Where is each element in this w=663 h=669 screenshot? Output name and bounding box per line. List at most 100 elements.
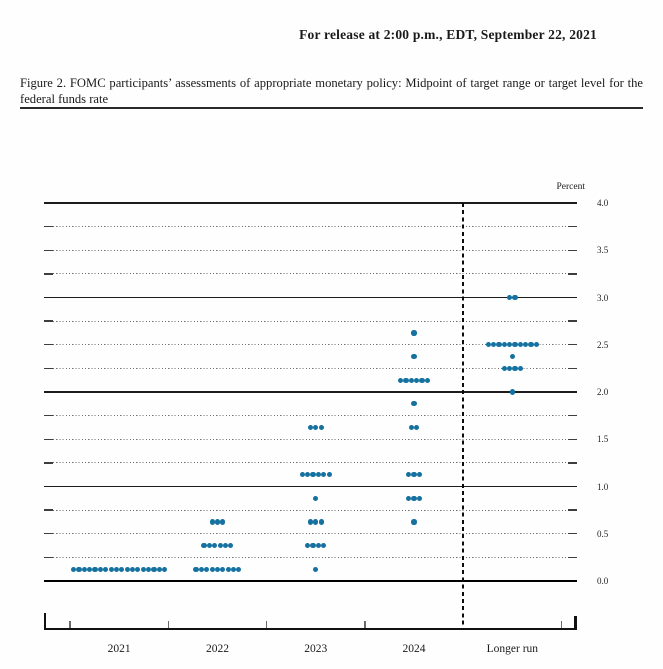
projection-dot	[411, 472, 417, 478]
gridline-solid	[44, 391, 577, 393]
projection-dot	[398, 377, 404, 383]
projection-dot	[193, 566, 199, 572]
gridline-left-cap	[44, 320, 53, 322]
x-axis-tick	[364, 621, 366, 628]
projection-dot	[228, 542, 234, 549]
y-tick-label: 0.0	[597, 576, 609, 586]
projection-dot	[222, 542, 229, 549]
gridline-left-cap	[44, 414, 53, 417]
projection-dot	[517, 342, 523, 348]
projection-dot	[512, 294, 518, 301]
x-axis-category-label: 2022	[205, 643, 229, 655]
projection-dot	[313, 566, 319, 572]
x-axis-category-label: 2023	[304, 643, 328, 655]
y-tick-label: 2.0	[597, 387, 609, 397]
projection-dot	[156, 566, 162, 572]
projection-dot	[491, 342, 497, 348]
projection-dot	[225, 566, 231, 572]
figure-caption: Figure 2. FOMC participants’ assessments…	[20, 76, 643, 106]
projection-dot	[214, 519, 221, 525]
projection-dot	[92, 566, 98, 572]
projection-dot	[140, 566, 146, 572]
y-tick-label: 0.5	[597, 528, 609, 539]
gridline-solid	[44, 202, 577, 204]
projection-dot	[403, 377, 409, 383]
gridline-dotted	[53, 462, 568, 464]
y-axis-unit-label: Percent	[556, 182, 586, 192]
projection-dot	[408, 424, 414, 431]
x-axis-line	[44, 628, 577, 630]
gridline-left-cap	[44, 533, 53, 535]
projection-dot	[71, 566, 77, 572]
gridline-right-cap	[568, 556, 577, 559]
projection-dot	[321, 472, 327, 478]
gridline-right-cap	[568, 273, 577, 275]
projection-dot	[501, 342, 507, 348]
projection-dot	[135, 566, 141, 572]
projection-dot	[424, 377, 430, 383]
gridline-dotted	[53, 556, 568, 558]
projection-dot	[220, 519, 226, 525]
projection-dot	[214, 566, 221, 572]
gridline-right-cap	[568, 414, 577, 417]
projection-dot	[315, 542, 321, 549]
gridline-left-cap	[44, 344, 53, 346]
projection-dot	[220, 566, 226, 572]
projection-dot	[411, 353, 417, 360]
projection-dot	[124, 566, 130, 572]
y-tick-label: 3.5	[597, 245, 609, 256]
projection-dot	[528, 342, 534, 348]
x-axis-category-label: Longer run	[486, 643, 539, 655]
projection-dot	[206, 542, 212, 549]
projection-dot	[204, 566, 210, 572]
projection-dot	[496, 342, 502, 348]
y-tick-label: 3.0	[597, 292, 609, 303]
projection-dot	[87, 566, 93, 572]
projection-dot	[305, 472, 311, 478]
projection-dot	[230, 566, 237, 572]
projection-dot	[209, 519, 215, 525]
projection-dot	[509, 353, 515, 360]
gridline-dotted	[53, 415, 568, 417]
gridline-solid	[44, 580, 577, 583]
projection-dot	[517, 365, 523, 371]
projection-dot	[512, 342, 518, 348]
x-axis-tick	[167, 621, 170, 628]
x-axis-category-label: 2024	[402, 643, 426, 655]
gridline-right-cap	[568, 462, 577, 464]
projection-dot	[507, 365, 513, 371]
x-axis-category-label: 2021	[107, 643, 131, 655]
gridline-solid	[44, 296, 577, 299]
projection-dot	[411, 330, 417, 336]
gridline-right-cap	[568, 344, 577, 346]
gridline-left-cap	[44, 509, 53, 511]
projection-dot	[485, 342, 491, 348]
projection-dot	[523, 342, 529, 348]
projection-dot	[236, 566, 242, 572]
gridline-dotted	[53, 367, 568, 369]
projection-dot	[162, 566, 168, 572]
gridline-dotted	[53, 226, 568, 228]
projection-dot	[501, 365, 507, 371]
gridline-left-cap	[44, 462, 53, 464]
projection-dot	[76, 566, 82, 572]
y-tick-label: 4.0	[597, 198, 609, 208]
gridline-left-cap	[44, 367, 53, 370]
gridline-right-cap	[568, 367, 577, 370]
gridline-right-cap	[568, 225, 577, 228]
x-axis-tick	[265, 621, 268, 628]
projection-dot	[512, 365, 518, 371]
projection-dot	[198, 566, 204, 572]
projection-dot	[217, 542, 223, 549]
projection-dot	[411, 519, 417, 525]
projection-dot	[103, 566, 109, 572]
gridline-left-cap	[44, 225, 53, 228]
gridline-right-cap	[568, 320, 577, 322]
projection-dot	[145, 566, 152, 572]
gridline-dotted	[53, 509, 568, 511]
projection-dot	[313, 495, 319, 501]
projection-dot	[419, 377, 425, 383]
gridline-right-cap	[568, 509, 577, 511]
